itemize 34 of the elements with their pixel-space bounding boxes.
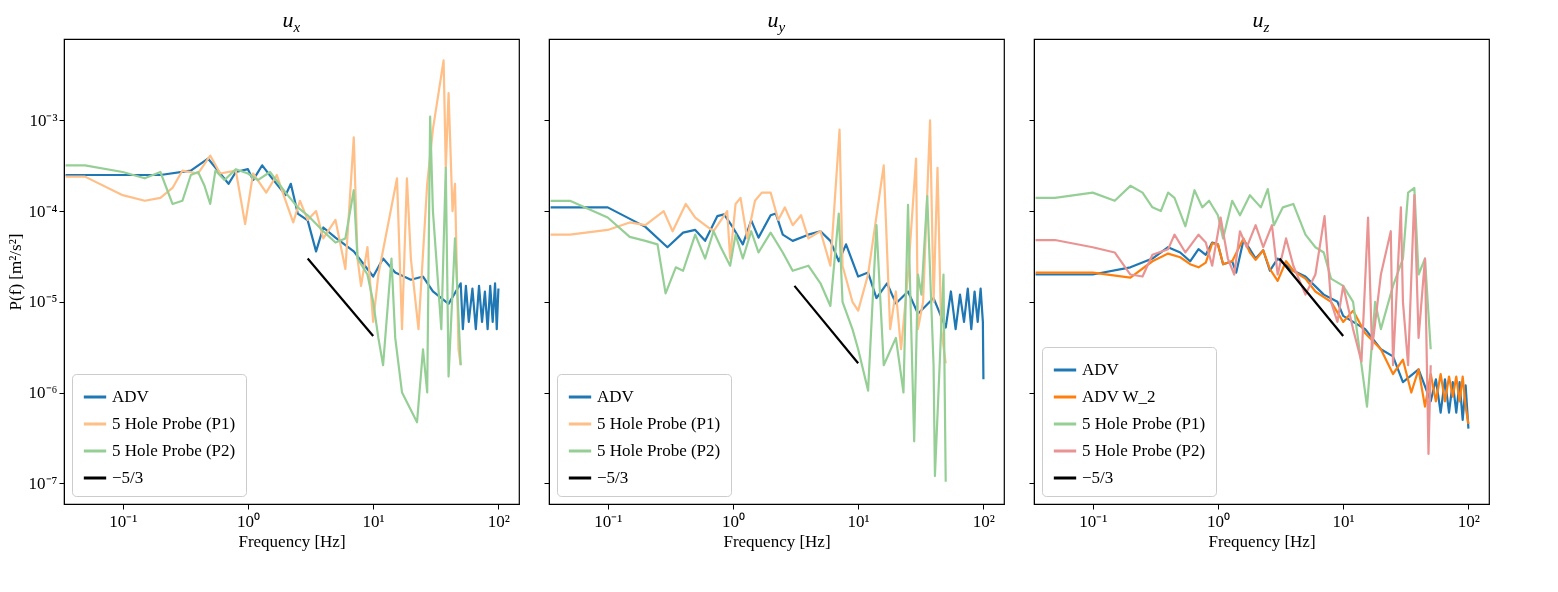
x-tick-label: 10⁰ <box>236 511 260 531</box>
x-tick-label: 10⁻¹ <box>109 511 138 531</box>
x-tick-label: 10⁻¹ <box>594 511 623 531</box>
y-tick-label: 10⁻³ <box>29 110 58 130</box>
x-axis-title: Frequency [Hz] <box>238 531 346 551</box>
y-tick-label: 10⁻⁴ <box>28 201 58 221</box>
legend-label: 5 Hole Probe (P2) <box>112 441 236 460</box>
x-axis-title: Frequency [Hz] <box>723 531 831 551</box>
x-tick-label: 10² <box>972 511 995 531</box>
legend-label: 5 Hole Probe (P1) <box>1082 414 1206 433</box>
y-tick-label: 10⁻⁷ <box>28 473 58 493</box>
legend-label: 5 Hole Probe (P2) <box>1082 441 1206 460</box>
x-axis-title: Frequency [Hz] <box>1208 531 1316 551</box>
x-tick-label: 10¹ <box>847 511 870 531</box>
x-tick-label: 10⁻¹ <box>1079 511 1108 531</box>
legend-label: 5 Hole Probe (P1) <box>112 414 236 433</box>
legend-label: −5/3 <box>597 468 629 487</box>
legend-label: −5/3 <box>112 468 144 487</box>
legend-label: ADV <box>1082 360 1120 379</box>
legend-label: 5 Hole Probe (P2) <box>597 441 721 460</box>
legend-label: ADV W_2 <box>1082 387 1156 406</box>
legend-label: −5/3 <box>1082 468 1114 487</box>
y-tick-label: 10⁻⁵ <box>28 292 58 312</box>
legend-label: 5 Hole Probe (P1) <box>597 414 721 433</box>
x-tick-label: 10⁰ <box>1206 511 1230 531</box>
legend-label: ADV <box>597 387 635 406</box>
x-tick-label: 10⁰ <box>721 511 745 531</box>
y-tick-label: 10⁻⁶ <box>28 383 58 403</box>
x-tick-label: 10² <box>487 511 510 531</box>
x-tick-label: 10¹ <box>1332 511 1355 531</box>
legend-label: ADV <box>112 387 150 406</box>
x-tick-label: 10¹ <box>362 511 385 531</box>
y-axis-title: P(f) [m²/s²] <box>5 233 25 311</box>
x-tick-label: 10² <box>1457 511 1480 531</box>
